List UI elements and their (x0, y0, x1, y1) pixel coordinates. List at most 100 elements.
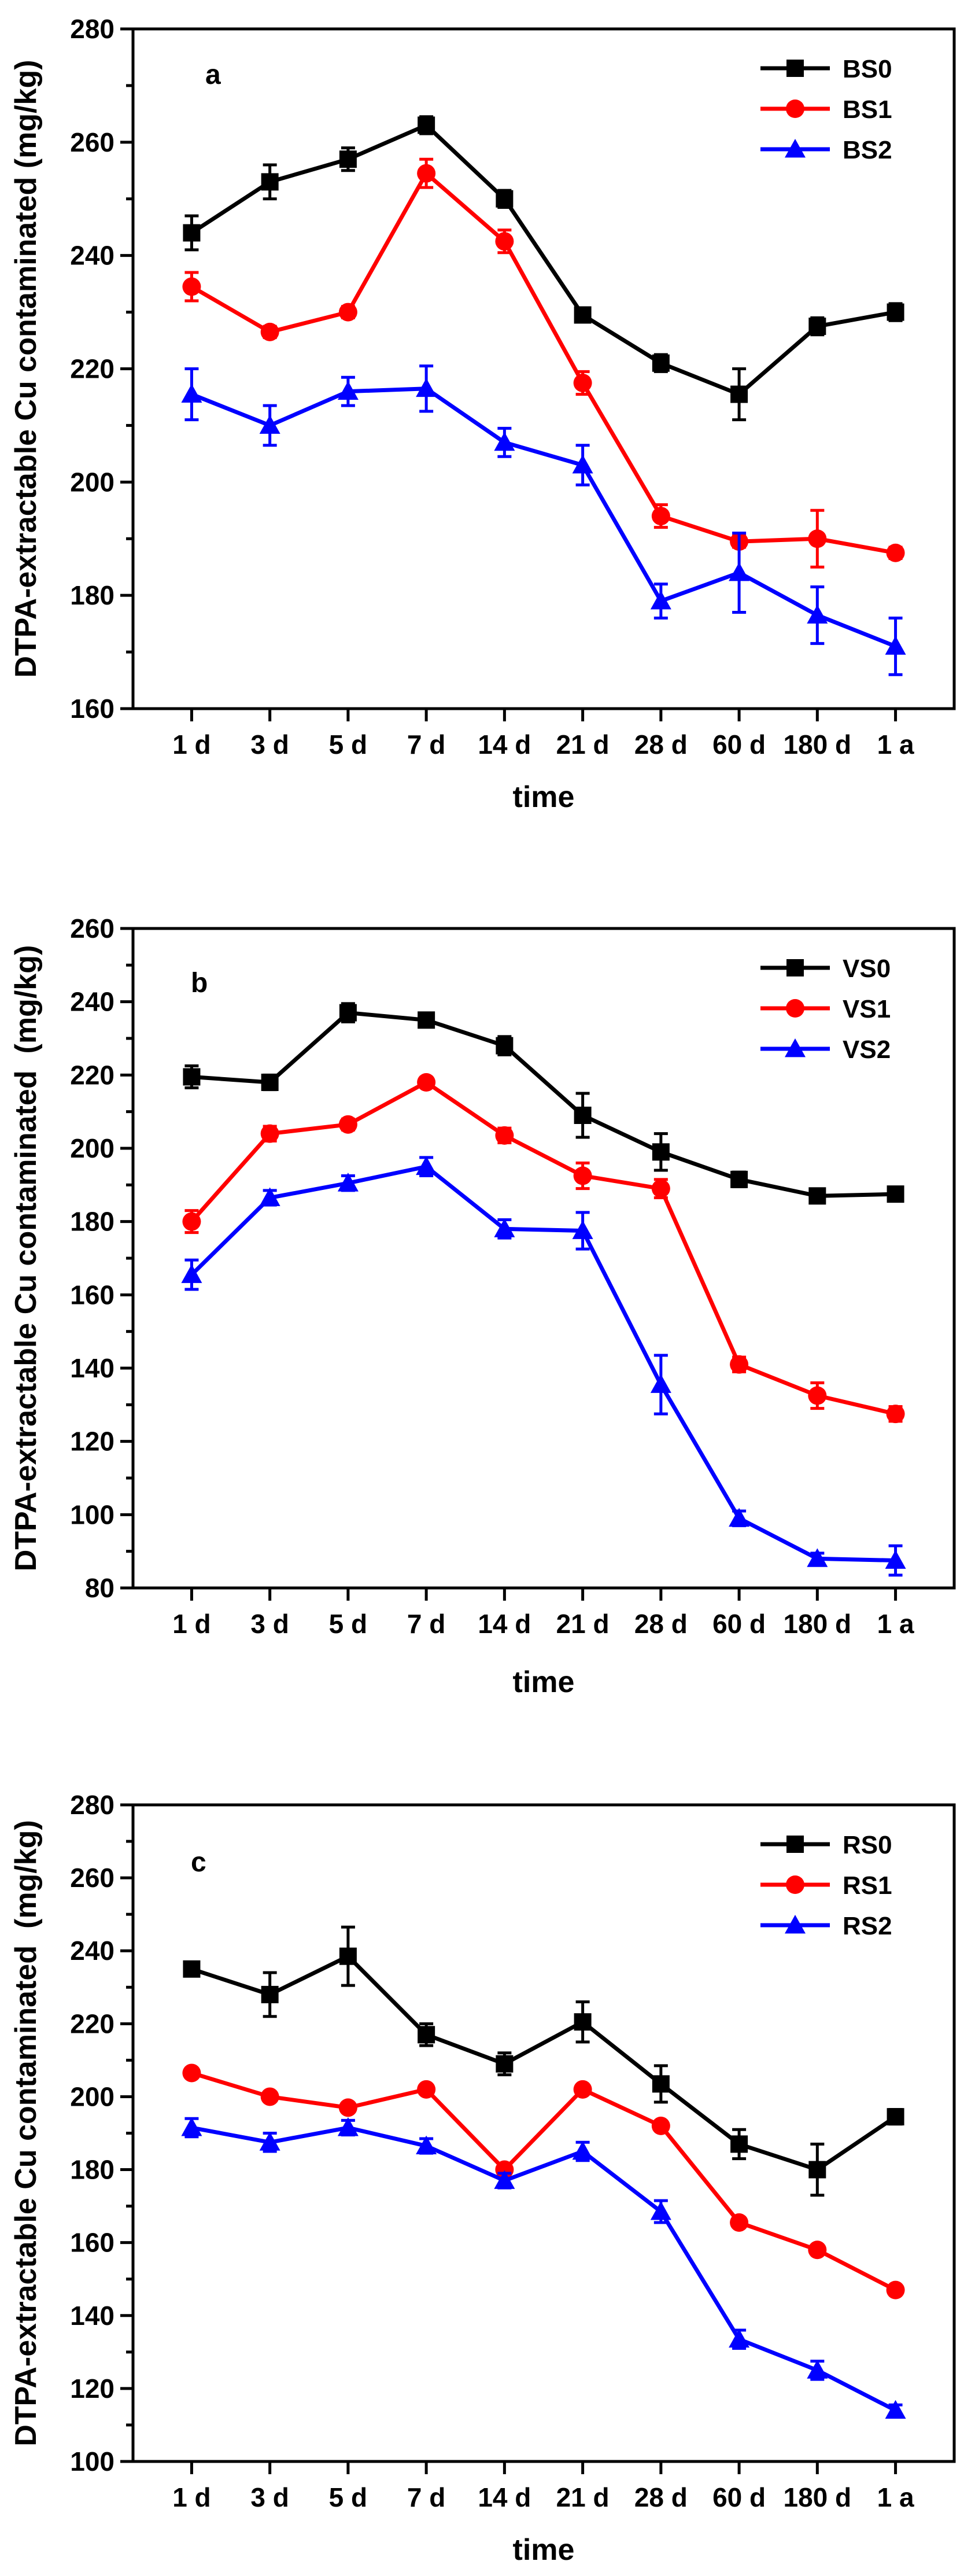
data-point (495, 232, 514, 251)
x-tick-label: 60 d (712, 1609, 766, 1639)
x-tick-label: 5 d (329, 729, 367, 760)
legend-marker (786, 99, 804, 118)
y-tick-label: 220 (70, 354, 115, 384)
series-line (191, 386, 896, 648)
data-point (808, 1386, 827, 1405)
data-point (885, 1550, 906, 1569)
data-point (652, 354, 670, 372)
data-point (886, 543, 905, 562)
data-point (887, 303, 904, 321)
data-point (730, 1170, 748, 1188)
legend-label: BS1 (843, 95, 892, 124)
legend-item: BS1 (760, 95, 892, 124)
data-point (496, 2055, 514, 2073)
series-RS0 (183, 1925, 904, 2197)
x-tick-label: 3 d (250, 729, 289, 760)
x-axis-title: time (513, 2533, 575, 2567)
data-point (338, 1115, 357, 1134)
x-tick-label: 21 d (556, 1609, 610, 1639)
data-point (182, 2063, 201, 2083)
data-point (417, 164, 436, 183)
data-point (339, 1947, 357, 1965)
legend-item: BS2 (760, 136, 892, 164)
data-point (730, 2213, 749, 2232)
data-point (182, 277, 201, 296)
data-point (416, 2135, 437, 2154)
legend-marker (786, 959, 804, 976)
x-tick-label: 60 d (712, 729, 766, 760)
series-BS0 (183, 115, 904, 422)
x-axis-title: time (513, 780, 575, 814)
data-point (807, 2360, 828, 2379)
x-tick-label: 1 d (172, 1609, 210, 1639)
data-point (652, 1143, 670, 1161)
data-point (337, 381, 359, 400)
chart-panel-a: 160 180 200 220 240 260 280 1 d 3 d 5 d 7 d 14 d 21 … (9, 14, 956, 814)
data-point (181, 1264, 202, 1283)
data-point (574, 2013, 592, 2031)
data-point (339, 150, 357, 168)
data-point (181, 384, 202, 403)
data-point (729, 562, 750, 581)
data-point (418, 2026, 435, 2044)
data-point (416, 378, 437, 397)
x-axis-title: time (513, 1665, 575, 1699)
panel-letter: a (205, 60, 221, 90)
data-point (494, 2170, 515, 2189)
data-point (260, 322, 279, 341)
data-point (261, 1074, 279, 1091)
series-line (191, 1011, 896, 1198)
data-point (885, 2400, 906, 2419)
legend-label: RS0 (843, 1831, 892, 1859)
x-tick-label: 5 d (329, 1609, 367, 1639)
data-point (808, 2161, 826, 2179)
data-point (338, 303, 357, 322)
x-tick-label: 1 a (877, 2482, 914, 2512)
legend-marker (785, 1038, 806, 1057)
data-point (337, 1173, 359, 1192)
legend: VS0 VS1 VS2 (760, 955, 891, 1064)
series-VS1 (182, 1073, 905, 1424)
data-point (808, 318, 826, 336)
y-tick-label: 100 (70, 2446, 115, 2477)
series-VS2 (181, 1156, 906, 1577)
y-tick-label: 160 (70, 694, 115, 724)
series-VS0 (183, 1002, 904, 1205)
data-point (807, 605, 828, 624)
legend-marker (785, 139, 806, 158)
x-tick-label: 21 d (556, 2482, 610, 2512)
y-tick-label: 240 (70, 987, 115, 1017)
data-point (259, 415, 280, 434)
data-point (886, 2280, 905, 2299)
data-point (261, 1985, 279, 2003)
y-tick-label: 260 (70, 1863, 115, 1893)
y-tick-label: 220 (70, 2009, 115, 2039)
data-point (573, 373, 592, 392)
x-tick-label: 28 d (634, 1609, 688, 1639)
x-tick-label: 28 d (634, 729, 688, 760)
x-tick-label: 21 d (556, 729, 610, 760)
data-point (651, 507, 670, 526)
y-tick-label: 260 (70, 913, 115, 944)
data-point (495, 1126, 514, 1145)
data-point (572, 454, 593, 474)
data-point (651, 1179, 670, 1198)
data-point (808, 529, 827, 548)
legend-label: VS2 (843, 1035, 891, 1064)
chart-panel-c: 100 120 140 160 180 200 220 240 260 280 1 d 3 d 5 d 7… (9, 1790, 956, 2567)
y-tick-label: 80 (85, 1573, 115, 1603)
series-BS2 (181, 364, 906, 676)
x-tick-label: 1 a (877, 1609, 914, 1639)
legend-marker (786, 60, 804, 77)
data-point (574, 306, 592, 324)
x-tick-label: 7 d (407, 1609, 445, 1639)
series-line (190, 123, 896, 397)
series-line (190, 1164, 896, 1562)
y-tick-label: 140 (70, 2301, 115, 2331)
x-tick-label: 180 d (784, 729, 852, 760)
legend-item: VS0 (760, 955, 891, 983)
series-line (191, 2125, 897, 2412)
panel-letter: c (191, 1847, 206, 1878)
data-point (808, 2240, 827, 2260)
